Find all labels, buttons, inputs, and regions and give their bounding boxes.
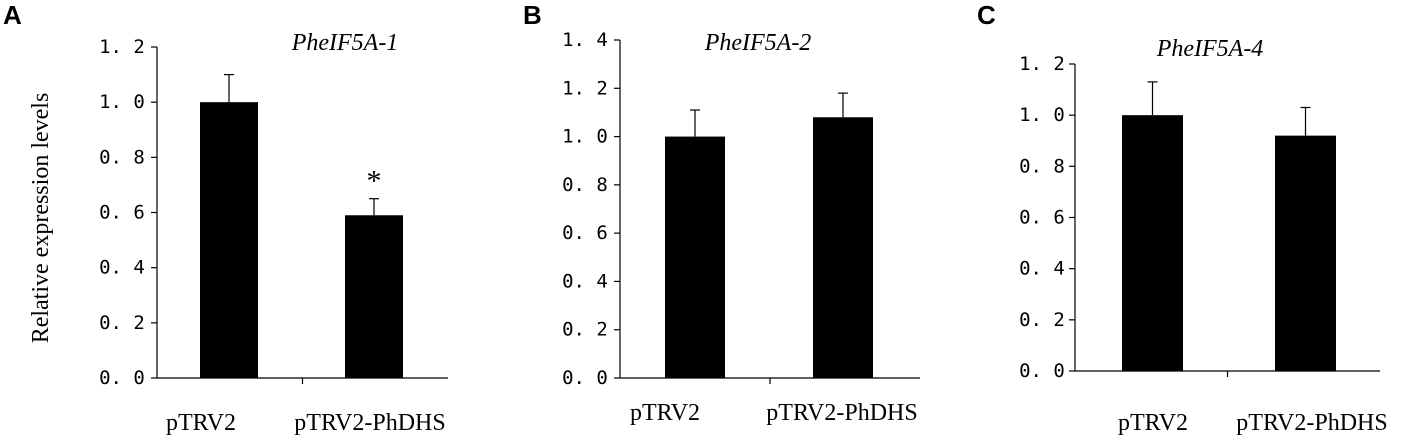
panel-b-y-tick-label: 1. 2 xyxy=(562,77,608,99)
panel-c-letter: C xyxy=(977,0,996,30)
panel-b-title: PheIF5A-2 xyxy=(704,30,812,56)
panel-b-y-tick-label: 0. 4 xyxy=(562,270,608,292)
panel-b-category-label: pTRV2-PhDHS xyxy=(766,400,917,426)
panel-c-category-label: pTRV2 xyxy=(1118,410,1188,436)
panel-c-title: PheIF5A-4 xyxy=(1156,36,1264,62)
panel-b-y-tick-label: 0. 6 xyxy=(562,222,608,244)
panel-a-y-tick-label: 0. 4 xyxy=(99,257,145,279)
panel-c-y-tick-label: 0. 8 xyxy=(1019,155,1065,177)
panel-c-y-tick-label: 0. 4 xyxy=(1019,258,1065,280)
panel-c-y-tick-label: 0. 6 xyxy=(1019,207,1065,229)
panel-b-category-label: pTRV2 xyxy=(630,400,700,426)
panel-c-y-tick-label: 1. 0 xyxy=(1019,104,1065,126)
panel-c-y-tick-label: 1. 2 xyxy=(1019,53,1065,75)
panel-c-category-label: pTRV2-PhDHS xyxy=(1236,410,1387,436)
panel-b-y-tick-label: 1. 4 xyxy=(562,29,608,51)
panel-b-y-tick-label: 0. 2 xyxy=(562,319,608,341)
panel-a-y-tick-label: 0. 0 xyxy=(99,367,145,389)
panel-a-bar xyxy=(200,102,258,379)
panel-c-y-tick-label: 0. 0 xyxy=(1019,360,1065,382)
panel-a-y-tick-label: 0. 8 xyxy=(99,146,145,168)
panel-a-bar xyxy=(345,215,403,378)
panel-a-letter: A xyxy=(3,0,22,30)
panel-b-bar xyxy=(665,136,725,378)
panel-b-letter: B xyxy=(523,0,542,30)
panel-c-bar xyxy=(1275,135,1336,371)
panel-a-y-tick-label: 1. 0 xyxy=(99,91,145,113)
panel-c-bar xyxy=(1122,115,1183,372)
panel-a-y-tick-label: 0. 2 xyxy=(99,312,145,334)
panel-b-bar xyxy=(813,117,873,378)
panel-b-y-tick-label: 0. 0 xyxy=(562,367,608,389)
panel-a-title: PheIF5A-1 xyxy=(291,30,399,56)
panel-a-y-tick-label: 0. 6 xyxy=(99,202,145,224)
panel-a-significance-mark: * xyxy=(367,165,382,198)
panel-a-y-tick-label: 1. 2 xyxy=(99,36,145,58)
y-axis-label: Relative expression levels xyxy=(28,93,54,344)
panel-b-y-tick-label: 1. 0 xyxy=(562,126,608,148)
panel-a-category-label: pTRV2 xyxy=(166,410,236,436)
panel-c-y-tick-label: 0. 2 xyxy=(1019,309,1065,331)
panel-a-category-label: pTRV2-PhDHS xyxy=(294,410,445,436)
panel-b-y-tick-label: 0. 8 xyxy=(562,174,608,196)
